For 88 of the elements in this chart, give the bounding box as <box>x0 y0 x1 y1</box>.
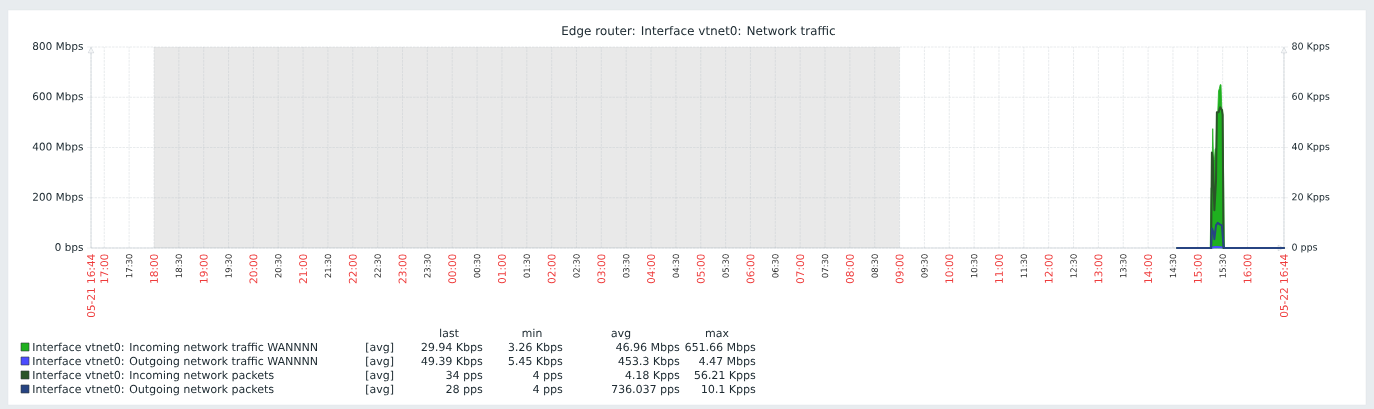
x-tick-label: 15:00 <box>1193 254 1202 283</box>
x-tick-label: 14:00 <box>1144 254 1153 283</box>
text: 56.21 Kpps <box>694 370 756 382</box>
y2-tick-label: 20 Kpps <box>1292 193 1330 203</box>
x-tick-label: 05-22 16:44 <box>1279 254 1288 318</box>
x-tick-label: 16:00 <box>1243 254 1252 283</box>
legend-label: Interface vtnet0: Outgoing network packets <box>33 384 274 396</box>
y-tick-label: 0 bps <box>55 242 83 254</box>
text: 453.3 Kbps <box>618 356 680 368</box>
text: [avg] <box>366 384 394 396</box>
text: 4 pps <box>533 384 563 396</box>
x-tick-label: 01:00 <box>497 254 506 284</box>
x-tick-label: 07:30 <box>821 254 829 278</box>
text: [avg] <box>366 342 394 354</box>
x-tick-label: 03:30 <box>622 254 630 278</box>
text: 651.66 Mbps <box>685 342 756 354</box>
text: min <box>522 328 542 337</box>
text: 5.45 Kbps <box>508 356 563 368</box>
x-tick-label: 01:30 <box>523 254 530 278</box>
x-tick-label: 09:30 <box>921 254 928 278</box>
text: [avg] <box>366 370 394 382</box>
x-tick-label: 04:30 <box>672 254 680 278</box>
x-tick-label: 13:00 <box>1094 254 1103 283</box>
x-tick-label: 00:00 <box>448 254 457 284</box>
text: 34 pps <box>446 370 483 382</box>
text: last <box>440 328 459 338</box>
text: [avg] <box>366 356 394 368</box>
x-tick-label: 17:00 <box>100 254 109 283</box>
legend-label: Interface vtnet0: Incoming network traffic WANNNN <box>33 342 317 354</box>
y2-tick-label: 40 Kpps <box>1291 142 1330 153</box>
text: 4.18 Kpps <box>625 370 680 382</box>
y2-tick-label: 0 pps <box>1292 243 1318 253</box>
y2-tick-label: 60 Kpps <box>1292 92 1330 102</box>
x-tick-label: 00:30 <box>473 254 481 278</box>
x-tick-label: 04:00 <box>647 254 655 284</box>
x-tick-label: 15:30 <box>1219 254 1226 278</box>
x-tick-label: 07:00 <box>796 254 805 284</box>
y-tick-label: 200 Mbps <box>33 192 83 203</box>
text: 4 pps <box>533 370 563 382</box>
x-tick-label: 19:30 <box>225 254 232 278</box>
x-tick-label: 08:30 <box>871 254 878 278</box>
x-tick-label: 02:00 <box>547 254 556 284</box>
x-tick-label: 13:30 <box>1120 254 1127 278</box>
x-tick-label: 02:30 <box>573 254 580 278</box>
x-tick-label: 05:00 <box>696 254 705 284</box>
x-tick-label: 12:30 <box>1070 254 1077 278</box>
x-tick-label: 21:00 <box>299 254 308 284</box>
y-tick-label: 600 Mbps <box>32 92 83 103</box>
x-tick-label: 09:00 <box>895 254 904 284</box>
text: 49.39 Kbps <box>421 356 483 368</box>
x-tick-label: 21:30 <box>324 254 332 278</box>
text: 4.47 Mbps <box>699 356 756 368</box>
y2-tick-label: 80 Kpps <box>1292 42 1330 52</box>
y-tick-label: 800 Mbps <box>32 41 83 53</box>
x-tick-label: 18:30 <box>175 254 183 278</box>
x-tick-label: 05:30 <box>722 254 729 278</box>
x-tick-label: 17:30 <box>125 254 133 278</box>
x-tick-label: 11:30 <box>1020 254 1028 278</box>
x-tick-label: 10:00 <box>945 254 954 283</box>
x-tick-label: 23:30 <box>424 254 431 278</box>
x-tick-label: 18:00 <box>150 254 158 283</box>
text: 736.037 pps <box>612 384 680 396</box>
x-tick-label: 22:00 <box>348 254 357 284</box>
x-tick-label: 23:00 <box>398 254 407 284</box>
text: 29.94 Kbps <box>421 342 483 354</box>
x-tick-label: 20:00 <box>249 254 258 284</box>
x-tick-label: 03:00 <box>597 254 606 284</box>
x-tick-label: 20:30 <box>275 254 282 278</box>
x-tick-label: 06:00 <box>746 254 755 284</box>
legend-label: Interface vtnet0: Incoming network packets <box>33 370 274 382</box>
x-tick-label: 10:30 <box>970 254 978 278</box>
text: 46.96 Mbps <box>616 342 680 354</box>
chart-title: Edge router: Interface vtnet0: Network traffic <box>562 25 835 38</box>
x-tick-label: 05-21 16:44 <box>87 254 95 318</box>
text: 28 pps <box>446 384 483 396</box>
text: max <box>706 330 729 338</box>
x-tick-label: 06:30 <box>772 254 779 278</box>
x-tick-label: 19:00 <box>199 254 208 283</box>
x-tick-label: 08:00 <box>845 254 854 284</box>
text: 3.26 Kbps <box>508 342 563 354</box>
x-tick-label: 14:30 <box>1169 254 1177 278</box>
text: 10.1 Kpps <box>702 384 756 396</box>
x-tick-label: 12:00 <box>1044 254 1053 283</box>
text: avg <box>611 330 631 340</box>
y-tick-label: 400 Mbps <box>32 142 83 153</box>
x-tick-label: 11:00 <box>995 254 1003 283</box>
x-tick-label: 22:30 <box>374 254 381 278</box>
legend-label: Interface vtnet0: Outgoing network traffic WANNNN <box>33 356 317 368</box>
